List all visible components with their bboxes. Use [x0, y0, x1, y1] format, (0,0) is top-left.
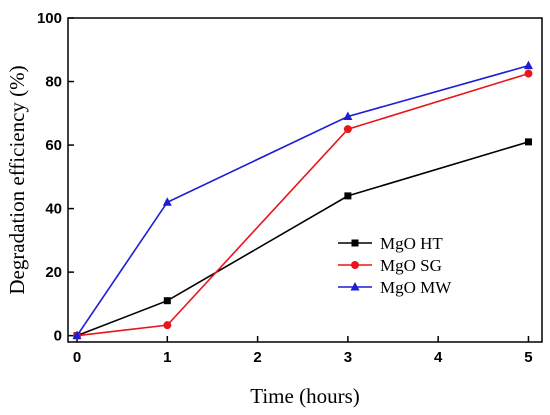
x-tick-label: 2 — [253, 349, 261, 366]
legend-label: MgO MW — [380, 278, 452, 297]
x-axis-title: Time (hours) — [250, 384, 359, 408]
legend-marker — [351, 239, 359, 247]
series-line — [76, 141, 529, 337]
y-tick-label: 80 — [45, 74, 62, 91]
data-point — [344, 192, 352, 200]
legend-label: MgO HT — [380, 234, 443, 253]
axis-ticks: 0 1 2 3 4 5 0 20 40 60 80 100 — [37, 10, 533, 366]
y-tick-label: 40 — [45, 201, 62, 218]
x-tick-label: 1 — [163, 349, 171, 366]
data-point — [524, 69, 533, 78]
data-point — [162, 197, 172, 206]
y-tick-label: 0 — [54, 328, 62, 345]
data-point — [343, 125, 352, 134]
data-point — [343, 111, 353, 120]
y-tick-label: 60 — [45, 137, 62, 154]
legend-label: MgO SG — [380, 256, 442, 275]
y-axis-title: Degradation efficiency (%) — [5, 65, 29, 294]
plot-frame — [67, 17, 543, 343]
data-point — [523, 60, 533, 70]
legend-marker — [350, 282, 360, 291]
series-line — [76, 72, 529, 337]
x-tick-label: 4 — [434, 349, 443, 366]
x-tick-label: 3 — [344, 349, 352, 366]
legend: MgO HT MgO SG MgO MW — [338, 234, 452, 297]
data-point — [72, 330, 82, 340]
data-point — [163, 297, 171, 305]
series-layer — [72, 60, 533, 340]
y-tick-label: 100 — [37, 10, 62, 27]
legend-marker — [351, 261, 359, 269]
x-tick-label: 5 — [524, 349, 532, 366]
data-point — [163, 321, 172, 330]
data-point — [524, 138, 532, 146]
x-tick-label: 0 — [73, 349, 81, 366]
y-tick-label: 20 — [45, 264, 62, 281]
series-line — [76, 64, 529, 337]
